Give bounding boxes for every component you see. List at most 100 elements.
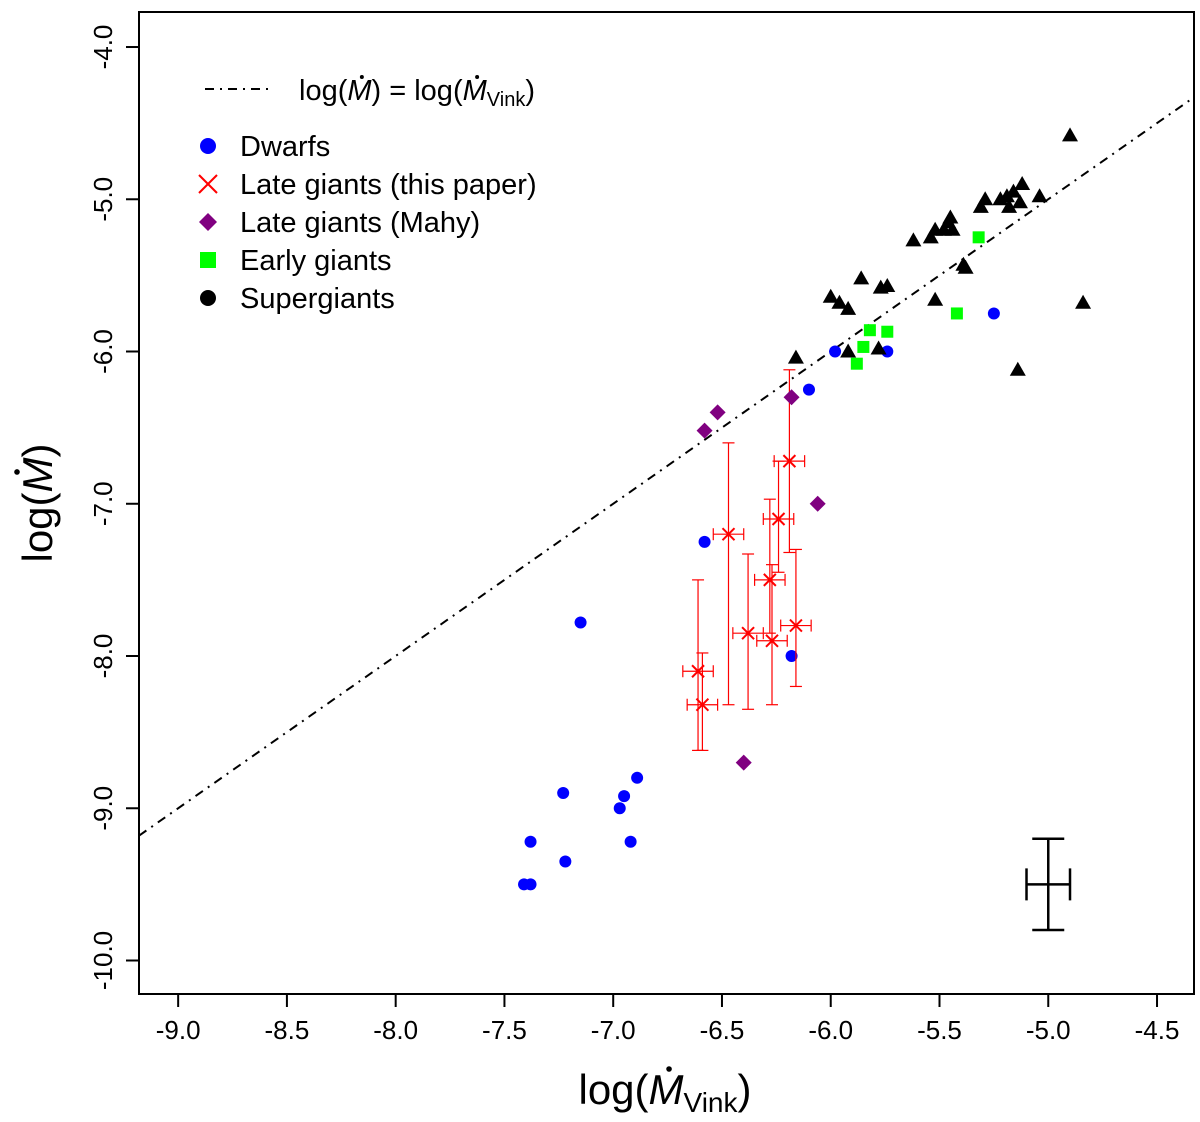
x-axis-title: log(MVink) <box>578 1066 751 1118</box>
data-point <box>557 787 570 800</box>
data-point <box>905 232 922 247</box>
x-tick-label: -8.0 <box>373 1015 418 1045</box>
data-point <box>783 389 800 406</box>
data-point <box>1001 198 1018 213</box>
data-point <box>559 855 572 868</box>
data-point <box>787 349 804 364</box>
cross-stroke <box>782 454 797 468</box>
data-point <box>574 616 587 629</box>
y-tick-label: -8.0 <box>88 634 118 679</box>
y-axis-title-symbol: M <box>14 457 61 492</box>
y-axis-title-main: log( <box>14 492 61 562</box>
data-point <box>696 422 713 439</box>
cross-stroke <box>765 634 779 648</box>
series-dwarfs <box>518 307 1000 891</box>
cross-stroke <box>198 174 218 194</box>
reference-error-bar <box>1025 837 1072 932</box>
x-axis-title-symbol: M <box>649 1066 684 1113</box>
data-point <box>1011 194 1028 209</box>
data-point <box>922 229 939 244</box>
cross-stroke <box>695 698 710 712</box>
x-axis-title-close: ) <box>738 1066 752 1113</box>
legend-marker <box>199 213 217 231</box>
x-axis: -9.0 -8.5 -8.0 -7.5 -7.0 -6.5 -6.0 -5.5 -5.0 -4.5 <box>156 993 1179 1045</box>
data-point <box>785 650 798 663</box>
error-bar <box>732 553 764 710</box>
data-point <box>809 495 826 512</box>
y-axis-title: log(M) <box>14 443 61 562</box>
data-point <box>624 835 637 848</box>
reference-line <box>139 96 1194 837</box>
dot-accent <box>666 1066 672 1072</box>
data-point <box>1031 188 1048 203</box>
x-axis-title-main: log( <box>578 1066 648 1113</box>
error-bar <box>712 442 745 706</box>
data-point <box>524 878 537 891</box>
dot-accent <box>359 75 364 79</box>
data-point <box>771 512 786 526</box>
x-tick-label: -6.0 <box>808 1015 853 1045</box>
dot-accent <box>14 469 20 475</box>
data-point <box>741 626 755 640</box>
y-tick-label: -7.0 <box>88 481 118 526</box>
y-tick-label: -9.0 <box>88 786 118 831</box>
data-point <box>822 288 839 303</box>
y-tick-label: -10.0 <box>88 931 118 990</box>
legend-marker <box>198 174 218 194</box>
data-point <box>863 324 876 337</box>
x-tick-label: -7.0 <box>591 1015 636 1045</box>
data-point <box>802 383 815 396</box>
data-point <box>998 188 1015 203</box>
x-tick-label: -9.0 <box>156 1015 201 1045</box>
data-point <box>881 345 894 358</box>
data-point <box>782 454 797 468</box>
data-point <box>709 404 726 421</box>
data-point <box>850 357 863 370</box>
cross-stroke <box>771 512 786 526</box>
error-bar <box>780 548 812 688</box>
y-axis: -4.0 -5.0 -6.0 -7.0 -8.0 -9.0 -10.0 <box>88 25 140 990</box>
data-point <box>618 790 631 803</box>
data-point <box>1075 294 1092 309</box>
data-point <box>857 340 870 353</box>
x-axis-title-subscript: Vink <box>684 1087 739 1118</box>
data-point <box>1014 176 1031 191</box>
x-tick-label: -7.5 <box>482 1015 527 1045</box>
data-point <box>698 535 711 548</box>
data-point <box>853 270 870 285</box>
y-tick-label: -4.0 <box>88 25 118 70</box>
data-marks <box>518 127 1092 891</box>
legend-label: Dwarfs <box>240 131 330 163</box>
data-point <box>789 618 803 633</box>
error-bar <box>682 579 714 752</box>
x-tick-label: -8.5 <box>265 1015 310 1045</box>
series-supergiants <box>787 127 1092 376</box>
data-point <box>631 771 644 784</box>
x-tick-label: -5.5 <box>917 1015 962 1045</box>
cross-stroke <box>789 618 803 633</box>
legend-marker <box>200 252 216 268</box>
data-point <box>1062 127 1079 142</box>
data-point <box>950 307 963 320</box>
data-point <box>721 527 736 541</box>
y-title-dot-group <box>14 469 20 475</box>
legend-reference-label: log(M) = log(MVink) <box>299 75 535 111</box>
x-tick-label: -5.0 <box>1026 1015 1071 1045</box>
data-point <box>944 221 961 236</box>
data-point <box>972 198 989 213</box>
series-early-giants <box>850 231 985 370</box>
data-point <box>840 300 857 315</box>
x-tick-label: -6.5 <box>700 1015 745 1045</box>
cross-stroke <box>741 626 755 640</box>
series-late-giants-mahy <box>696 389 826 771</box>
data-point <box>735 754 752 771</box>
data-point <box>840 343 857 358</box>
data-point <box>763 573 777 587</box>
legend: log(M) = log(MVink) Dwarfs Late giants (th… <box>198 75 537 315</box>
data-point <box>1009 361 1026 376</box>
legend-label: Early giants <box>240 245 392 277</box>
legend-label: Late giants (Mahy) <box>240 207 480 239</box>
data-point <box>695 698 710 712</box>
data-point <box>831 294 848 309</box>
